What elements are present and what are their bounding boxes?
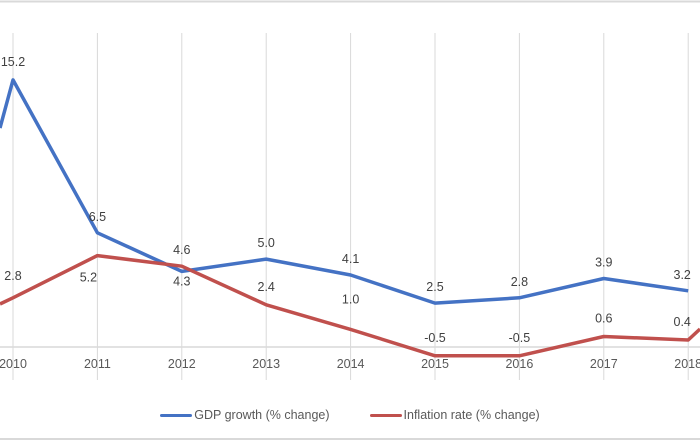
data-label: -0.5 [424, 331, 446, 345]
x-tick-2015: 2015 [421, 357, 449, 371]
data-label: 4.3 [173, 274, 190, 288]
data-label: 2.4 [258, 280, 275, 294]
data-label: 3.9 [595, 255, 612, 269]
legend-label-gdp: GDP growth (% change) [194, 408, 330, 422]
x-tick-2016: 2016 [505, 357, 533, 371]
x-tick-2010: 2010 [0, 357, 27, 371]
x-tick-2017: 2017 [590, 357, 618, 371]
gridlines [12, 33, 689, 380]
x-tick-2013: 2013 [252, 357, 280, 371]
x-tick-2012: 2012 [168, 357, 196, 371]
data-label: 5.2 [80, 271, 97, 285]
legend-swatch-gdp [160, 413, 193, 417]
x-tick-2014: 2014 [337, 357, 365, 371]
data-label: 2.5 [426, 280, 443, 294]
legend-swatch-inflation [369, 413, 402, 417]
data-label: 15.2 [1, 55, 25, 69]
legend-item-inflation: Inflation rate (% change) [369, 408, 540, 422]
series [0, 78, 700, 358]
data-label: 6.5 [89, 210, 106, 224]
legend: GDP growth (% change) Inflation rate (% … [0, 408, 700, 422]
x-tick-2018: 2018 [674, 357, 700, 371]
x-tick-2011: 2011 [84, 357, 111, 371]
data-label: 4.1 [342, 252, 359, 266]
data-labels: 15.2 6.5 4.3 5.0 4.1 2.5 2.8 3.9 3.2 2.8 5.2 4.6 2.4… [1, 55, 691, 345]
x-tick-labels: 2010 2011 2012 2013 2014 2015 2016 2017 2018 [0, 357, 700, 371]
data-label: 2.8 [4, 269, 21, 283]
data-label: 0.4 [674, 315, 691, 329]
data-label: 3.2 [674, 268, 691, 282]
data-label: -0.5 [509, 331, 531, 345]
data-label: 0.6 [595, 311, 612, 325]
legend-label-inflation: Inflation rate (% change) [403, 408, 540, 422]
data-label: 4.6 [173, 243, 190, 257]
data-label: 5.0 [258, 236, 275, 250]
series-line-0 [0, 78, 689, 305]
legend-item-gdp: GDP growth (% change) [160, 408, 330, 422]
data-label: 2.8 [511, 275, 528, 289]
data-label: 1.0 [342, 292, 359, 306]
